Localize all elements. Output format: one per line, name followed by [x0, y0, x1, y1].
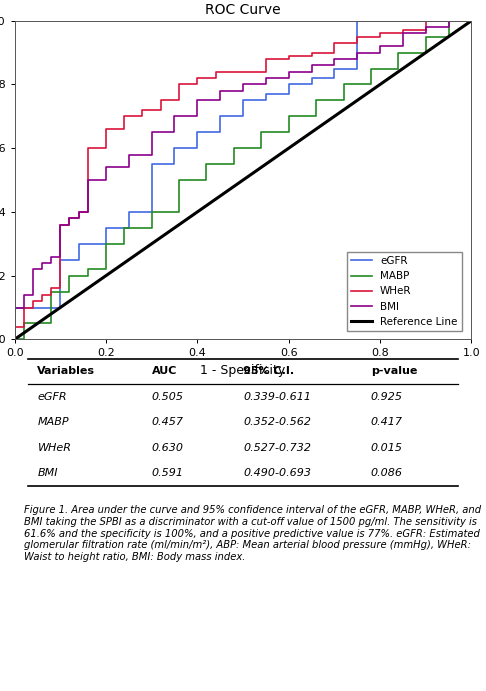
Text: eGFR: eGFR: [37, 392, 67, 402]
Text: Variables: Variables: [37, 366, 95, 377]
Text: 0.630: 0.630: [152, 443, 184, 453]
X-axis label: 1 - Specificity: 1 - Specificity: [200, 364, 286, 377]
Text: 0.015: 0.015: [371, 443, 403, 453]
Title: ROC Curve: ROC Curve: [205, 3, 281, 17]
Text: 0.505: 0.505: [152, 392, 184, 402]
Text: p-value: p-value: [371, 366, 417, 377]
Text: 0.417: 0.417: [371, 417, 403, 427]
Text: AUC: AUC: [152, 366, 177, 377]
Text: WHeR: WHeR: [37, 443, 71, 453]
Text: 0.086: 0.086: [371, 468, 403, 478]
Text: Figure 1. Area under the curve and 95% confidence interval of the eGFR, MABP, WH: Figure 1. Area under the curve and 95% c…: [24, 505, 481, 562]
Text: 0.527-0.732: 0.527-0.732: [243, 443, 311, 453]
Text: 95% C.I.: 95% C.I.: [243, 366, 294, 377]
Text: BMI: BMI: [37, 468, 58, 478]
Text: MABP: MABP: [37, 417, 69, 427]
Text: 0.490-0.693: 0.490-0.693: [243, 468, 311, 478]
Text: 0.457: 0.457: [152, 417, 184, 427]
Text: 0.352-0.562: 0.352-0.562: [243, 417, 311, 427]
Text: 0.339-0.611: 0.339-0.611: [243, 392, 311, 402]
Text: 0.591: 0.591: [152, 468, 184, 478]
Text: 0.925: 0.925: [371, 392, 403, 402]
Legend: eGFR, MABP, WHeR, BMI, Reference Line: eGFR, MABP, WHeR, BMI, Reference Line: [347, 252, 462, 331]
